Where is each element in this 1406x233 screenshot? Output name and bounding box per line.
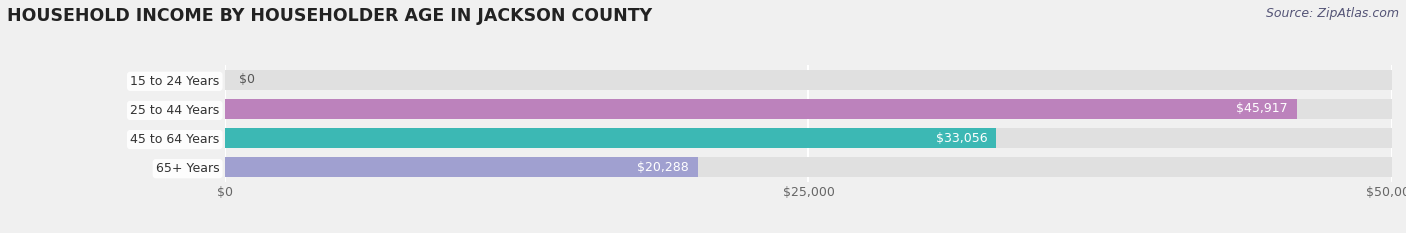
- Bar: [225, 128, 997, 148]
- Text: HOUSEHOLD INCOME BY HOUSEHOLDER AGE IN JACKSON COUNTY: HOUSEHOLD INCOME BY HOUSEHOLDER AGE IN J…: [7, 7, 652, 25]
- Bar: [225, 157, 1392, 177]
- Bar: [225, 157, 699, 177]
- Bar: [225, 128, 1392, 148]
- Text: $20,288: $20,288: [637, 161, 689, 174]
- Text: $45,917: $45,917: [1236, 103, 1288, 115]
- Text: Source: ZipAtlas.com: Source: ZipAtlas.com: [1265, 7, 1399, 20]
- Bar: [225, 70, 1392, 90]
- Text: $33,056: $33,056: [935, 132, 987, 144]
- Text: $0: $0: [239, 73, 254, 86]
- Bar: [225, 99, 1392, 119]
- Bar: [225, 99, 1296, 119]
